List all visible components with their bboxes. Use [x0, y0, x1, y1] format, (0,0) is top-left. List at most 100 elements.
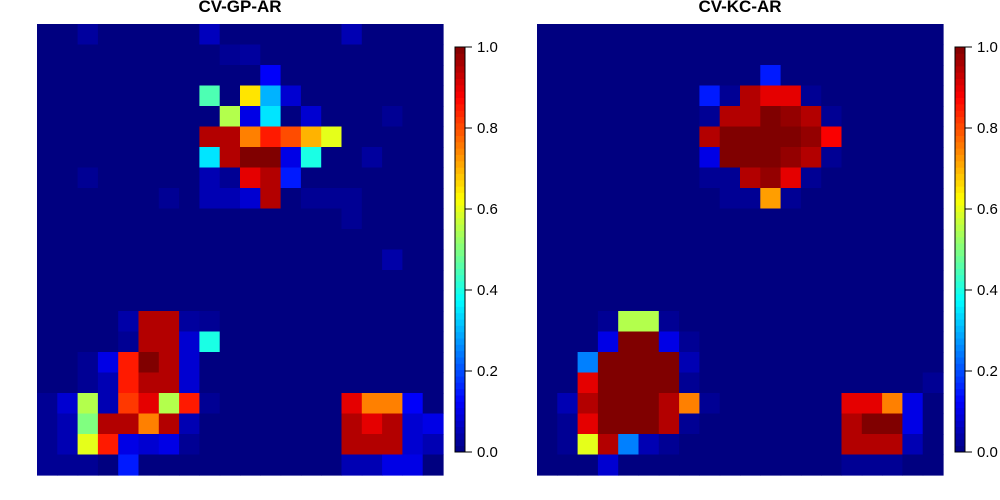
heatmap-cell: [537, 393, 558, 415]
heatmap-cell: [719, 229, 741, 251]
heatmap-cell: [240, 352, 261, 374]
heatmap-cell: [341, 434, 363, 456]
heatmap-cell: [861, 352, 883, 374]
heatmap-cell: [597, 106, 619, 128]
heatmap-cell: [902, 311, 924, 333]
heatmap-cell: [300, 393, 322, 415]
heatmap-cell: [97, 290, 119, 312]
colorbar-step: [455, 103, 465, 111]
heatmap-cell: [537, 352, 558, 374]
heatmap-cell: [199, 65, 221, 87]
heatmap-cell: [341, 393, 363, 415]
colorbar-step: [455, 217, 465, 225]
heatmap-cell: [841, 290, 863, 312]
heatmap-cell: [800, 147, 822, 169]
heatmap-cell: [300, 311, 322, 333]
colorbar-step: [955, 129, 965, 136]
heatmap-cell: [422, 44, 444, 66]
heatmap-cell: [719, 331, 741, 353]
heatmap-cell: [280, 126, 302, 148]
heatmap-cell: [77, 454, 99, 476]
heatmap-cell: [158, 229, 180, 251]
heatmap-cell: [922, 331, 944, 353]
heatmap-cell: [361, 188, 383, 210]
colorbar-step: [955, 274, 965, 282]
heatmap-cell: [577, 454, 599, 476]
heatmap-cell: [902, 454, 924, 476]
colorbar-step: [955, 211, 965, 219]
heatmap-cell: [699, 372, 721, 394]
heatmap-cell: [199, 331, 221, 353]
heatmap-cell: [861, 44, 883, 66]
heatmap-cell: [77, 106, 99, 128]
heatmap-cell: [882, 167, 903, 189]
heatmap-cell: [219, 188, 241, 210]
heatmap-cell: [321, 331, 343, 353]
heatmap-cell: [740, 167, 761, 189]
heatmap-cell: [321, 434, 343, 456]
heatmap-cell: [618, 44, 640, 66]
heatmap-cell: [557, 229, 579, 251]
heatmap-cell: [57, 413, 79, 435]
heatmap-cell: [780, 311, 802, 333]
heatmap-cell: [699, 126, 721, 148]
heatmap-cell: [618, 434, 640, 456]
heatmap-cell: [882, 106, 903, 128]
colorbar-step: [955, 363, 965, 371]
colorbar-step: [955, 388, 965, 396]
heatmap-cell: [179, 126, 200, 148]
heatmap-cell: [597, 147, 619, 169]
colorbar-step: [955, 255, 965, 263]
heatmap-cell: [158, 65, 180, 87]
heatmap-cell: [679, 44, 700, 66]
heatmap-cell: [841, 188, 863, 210]
colorbar-step: [455, 293, 465, 301]
colorbar-tick-label: 1.0: [977, 39, 998, 56]
heatmap-cell: [57, 290, 79, 312]
heatmap-cell: [719, 372, 741, 394]
heatmap-cell: [97, 208, 119, 230]
colorbar-step: [455, 154, 465, 162]
heatmap-cell: [158, 188, 180, 210]
heatmap-cell: [97, 454, 119, 476]
heatmap-cell: [597, 24, 619, 46]
heatmap-cell: [780, 393, 802, 415]
heatmap-cell: [158, 208, 180, 230]
heatmap-cell: [557, 147, 579, 169]
heatmap-cell: [740, 188, 761, 210]
heatmap-cell: [199, 249, 221, 271]
heatmap-cell: [537, 229, 558, 251]
heatmap-cell: [821, 352, 843, 374]
heatmap-cell: [557, 331, 579, 353]
heatmap-cell: [402, 311, 424, 333]
heatmap-cell: [341, 270, 363, 292]
colorbar-step: [955, 306, 965, 314]
heatmap-cell: [260, 372, 282, 394]
heatmap-cell: [902, 44, 924, 66]
heatmap-cell: [658, 311, 680, 333]
colorbar-tick-label: 0.4: [977, 282, 998, 299]
heatmap-cell: [780, 126, 802, 148]
colorbar-step: [955, 65, 965, 73]
heatmap-cell: [679, 147, 700, 169]
heatmap-cell: [800, 167, 822, 189]
heatmap-cell: [699, 393, 721, 415]
heatmap-cell: [57, 44, 79, 66]
heatmap-cell: [57, 249, 79, 271]
heatmap-cell: [199, 290, 221, 312]
heatmap-cell: [597, 454, 619, 476]
heatmap-cell: [382, 167, 403, 189]
heatmap-cell: [861, 311, 883, 333]
heatmap-cell: [300, 454, 322, 476]
heatmap-cell: [240, 372, 261, 394]
heatmap-cell: [118, 65, 140, 87]
colorbar-frame: [454, 46, 466, 453]
heatmap-cell: [402, 44, 424, 66]
heatmap-cell: [382, 454, 403, 476]
colorbar-step: [955, 243, 965, 250]
heatmap-cell: [699, 208, 721, 230]
heatmap-cell: [240, 454, 261, 476]
heatmap-cell: [300, 413, 322, 435]
heatmap-cell: [800, 352, 822, 374]
heatmap-cell: [138, 65, 160, 87]
